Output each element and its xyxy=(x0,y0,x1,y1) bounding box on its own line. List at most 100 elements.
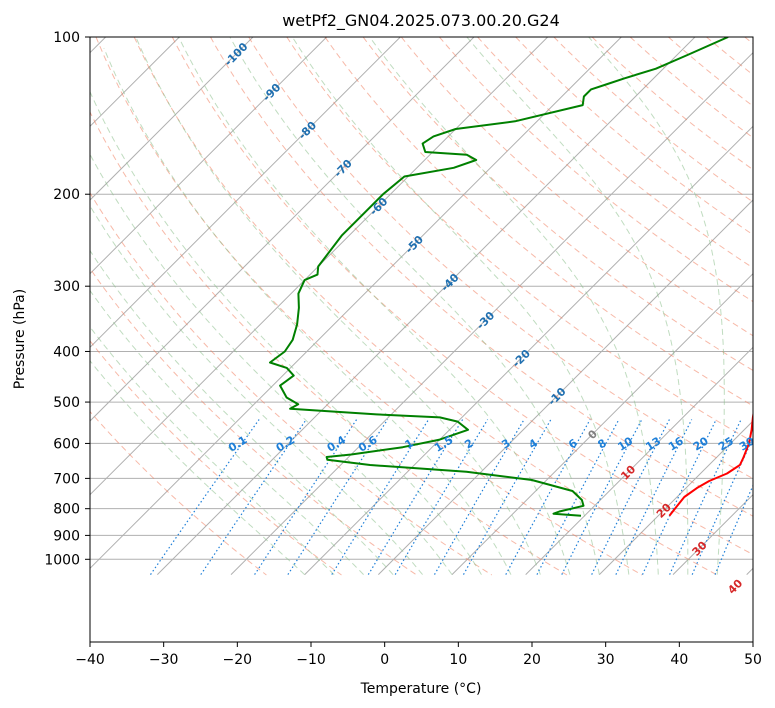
dry-adiabat-line xyxy=(90,340,342,576)
dry-adiabat-line xyxy=(744,37,753,45)
moist-adiabat-line xyxy=(90,359,306,575)
dry-adiabat-line xyxy=(400,37,753,337)
dry-adiabat-line xyxy=(629,37,753,139)
y-tick-label: 500 xyxy=(53,395,80,411)
moist-adiabat-line xyxy=(90,289,364,575)
mixing-ratio-label: 0.2 xyxy=(274,433,297,454)
mixing-ratio-label: 4 xyxy=(527,436,541,451)
x-tick-label: 40 xyxy=(670,652,688,668)
mixing-ratio-line xyxy=(641,419,717,575)
isotherm-label: -100 xyxy=(222,40,251,69)
dry-adiabat-line xyxy=(515,37,753,236)
isotherm-line xyxy=(90,37,475,422)
mixing-ratio-label: 0.1 xyxy=(226,433,249,454)
dry-adiabat-line xyxy=(553,37,753,203)
y-tick-label: 600 xyxy=(53,436,80,452)
moist-adiabat-line xyxy=(178,37,571,575)
moist-adiabat-line xyxy=(466,37,689,575)
x-tick-label: −40 xyxy=(75,652,105,668)
temperature-line xyxy=(668,410,753,517)
isotherm-line xyxy=(156,37,696,576)
mixing-ratio-line xyxy=(561,419,643,575)
y-tick-label: 800 xyxy=(53,502,80,518)
isotherm-label: 10 xyxy=(618,463,638,483)
y-tick-label: 300 xyxy=(53,279,80,295)
dry-adiabat-line xyxy=(439,37,753,303)
y-tick-label: 100 xyxy=(53,30,80,46)
x-tick-label: −20 xyxy=(223,652,253,668)
isotherm-label: -50 xyxy=(403,233,426,256)
mixing-ratio-label: 10 xyxy=(615,434,635,453)
dry-adiabat-line xyxy=(90,191,493,576)
moist-adiabat-line xyxy=(291,37,630,575)
mixing-ratio-line xyxy=(394,419,489,575)
profile-lines xyxy=(269,37,753,517)
chart-title: wetPf2_GN04.2025.073.00.20.G24 xyxy=(282,11,560,31)
mixing-ratio-label: 25 xyxy=(716,434,736,453)
isotherm-label: -10 xyxy=(545,385,568,408)
moist-adiabat-line xyxy=(103,47,512,575)
dry-adiabat-line xyxy=(248,37,753,480)
dry-adiabat-line xyxy=(90,410,267,576)
dry-adiabat-line xyxy=(95,37,643,576)
moist-adiabat-line xyxy=(229,37,600,575)
y-axis-label: Pressure (hPa) xyxy=(12,289,28,389)
mixing-ratio-line xyxy=(669,419,742,575)
mixing-ratio-label: 36 xyxy=(758,434,775,453)
mixing-ratio-line xyxy=(287,419,389,575)
dry-adiabat-line xyxy=(591,37,753,171)
x-tick-label: 0 xyxy=(380,652,389,668)
dry-adiabat-line xyxy=(286,37,753,443)
isotherm-label: -30 xyxy=(474,309,497,332)
x-tick-label: 10 xyxy=(449,652,467,668)
y-tick-label: 700 xyxy=(53,471,80,487)
plot-frame xyxy=(89,36,754,643)
isotherm-line xyxy=(377,199,753,576)
y-tick-label: 400 xyxy=(53,344,80,360)
axes: −40 −30 −20 −10 0 10 20 30 40 50 100 200 300 400 500 60… xyxy=(44,30,762,668)
isotherm-line xyxy=(90,37,549,496)
y-tick-label: 200 xyxy=(53,187,80,203)
isotherm-line xyxy=(598,420,753,576)
isotherm-line xyxy=(525,346,753,576)
isotherm-line xyxy=(230,51,753,576)
x-tick-label: −30 xyxy=(149,652,179,668)
x-tick-label: 50 xyxy=(744,652,762,668)
dry-adiabat-line xyxy=(133,37,718,576)
isotherm-label: -80 xyxy=(296,119,319,142)
background-lines xyxy=(90,37,753,576)
isotherm-label: -60 xyxy=(367,195,390,218)
isotherm-line xyxy=(304,125,753,576)
dry-adiabat-line xyxy=(90,267,417,576)
isotherm-line xyxy=(451,272,753,576)
dry-adiabat-line xyxy=(362,37,753,372)
moist-adiabat-line xyxy=(90,249,394,575)
dry-adiabat-line xyxy=(210,37,753,517)
mixing-ratio-line xyxy=(505,419,591,575)
mixing-ratio-label: 30 xyxy=(737,434,757,453)
x-axis-label: Temperature (°C) xyxy=(360,681,482,697)
dry-adiabat-line xyxy=(90,110,568,576)
moist-adiabat-line xyxy=(90,204,423,575)
moist-adiabat-line xyxy=(90,153,453,575)
mixing-ratio-line xyxy=(536,419,620,575)
moist-adiabat-line xyxy=(135,37,541,575)
dry-adiabat-line xyxy=(706,37,753,76)
mixing-ratio-line xyxy=(714,483,753,575)
x-tick-label: 20 xyxy=(523,652,541,668)
mixing-ratio-label: 3 xyxy=(499,437,512,452)
moist-adiabat-line xyxy=(369,37,659,575)
isotherm-line xyxy=(90,37,622,570)
dry-adiabat-line xyxy=(324,37,753,407)
mixing-ratio-label: 2 xyxy=(462,436,475,451)
y-tick-label: 900 xyxy=(53,528,80,544)
mixing-ratio-line xyxy=(367,419,464,575)
moist-adiabat-line xyxy=(90,326,335,575)
isotherm-line xyxy=(90,37,254,201)
isotherm-line xyxy=(90,37,328,275)
x-tick-label: −10 xyxy=(296,652,326,668)
mixing-ratio-line xyxy=(254,419,358,575)
y-tick-label: 1000 xyxy=(44,552,80,568)
dry-adiabat-line xyxy=(171,37,753,556)
